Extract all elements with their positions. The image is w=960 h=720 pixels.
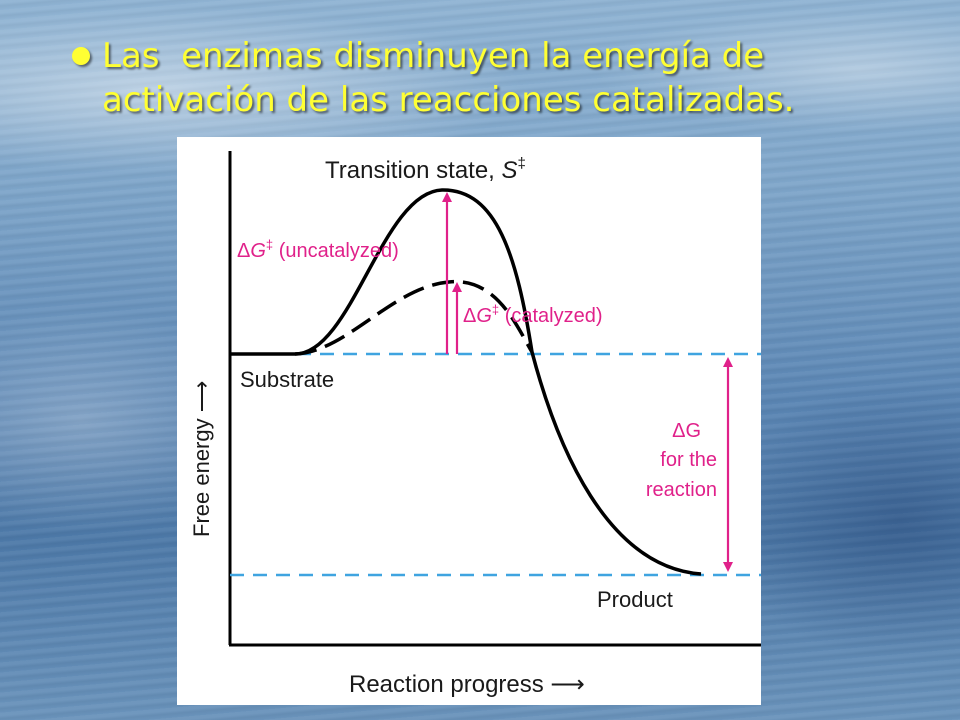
uncatalyzed-label: ΔG‡ (uncatalyzed)	[237, 237, 399, 262]
x-axis-label: Reaction progress ⟶	[349, 671, 585, 698]
reaction-delta-g-label: ΔG	[672, 420, 701, 442]
reaction-for-the-label: for the	[660, 449, 717, 471]
bullet-point: Las enzimas disminuyen la energía de act…	[72, 34, 882, 122]
catalyzed-label: ΔG‡ (catalyzed)	[463, 302, 603, 327]
free-energy-diagram: Transition state, S‡ ΔG‡ (uncatalyzed) Δ…	[177, 137, 761, 705]
reaction-word-label: reaction	[646, 479, 717, 501]
transition-state-label: Transition state, S‡	[325, 155, 526, 184]
product-label: Product	[597, 587, 673, 612]
catalyzed-curve	[294, 280, 534, 356]
substrate-label: Substrate	[240, 367, 334, 392]
uncatalyzed-curve	[230, 188, 702, 576]
energy-diagram-svg: Transition state, S‡ ΔG‡ (uncatalyzed) Δ…	[189, 151, 761, 698]
y-axis-label: Free energy ⟶	[189, 381, 214, 537]
bullet-dot-icon	[72, 47, 90, 65]
bullet-text: Las enzimas disminuyen la energía de act…	[102, 36, 795, 120]
